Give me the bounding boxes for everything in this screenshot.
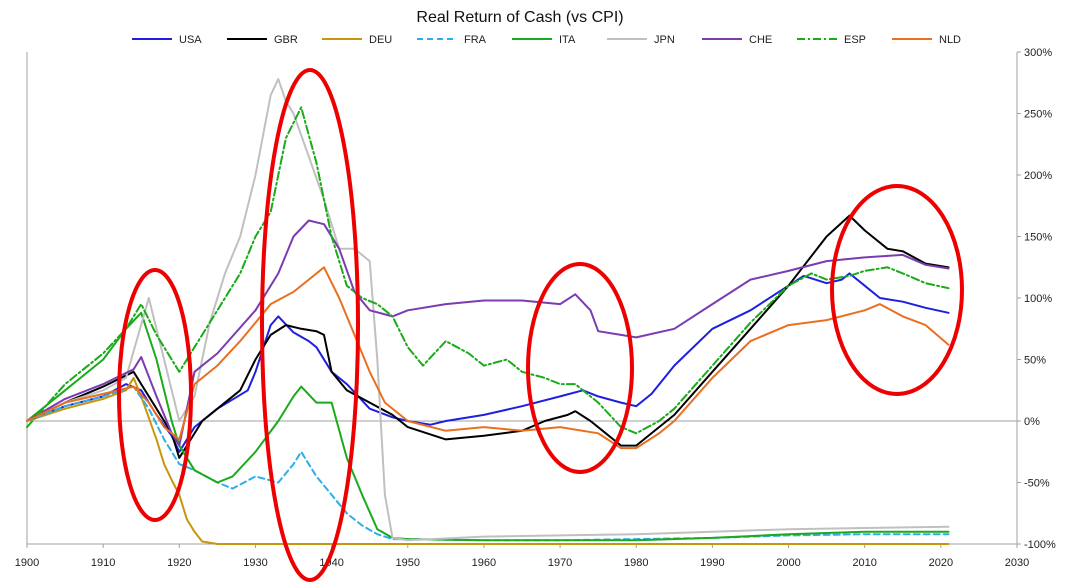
legend: USA GBR DEU FRA ITA JPN CHE ESP NLD bbox=[132, 34, 961, 46]
x-tick-label: 1920 bbox=[167, 557, 191, 569]
highlight-oval-ww2 bbox=[260, 68, 360, 582]
y-tick-label: 50% bbox=[1024, 355, 1046, 367]
chart-title: Real Return of Cash (vs CPI) bbox=[416, 9, 623, 26]
x-tick-label: 1970 bbox=[548, 557, 572, 569]
series-line-jpn bbox=[26, 78, 950, 542]
legend-label-gbr: GBR bbox=[274, 34, 298, 46]
legend-label-deu: DEU bbox=[369, 34, 392, 46]
legend-label-jpn: JPN bbox=[654, 34, 675, 46]
x-tick-label: 1950 bbox=[396, 557, 420, 569]
x-tick-label: 1960 bbox=[472, 557, 496, 569]
series-line-esp bbox=[26, 106, 950, 435]
y-tick-label: -100% bbox=[1024, 539, 1056, 551]
x-tick-label: 1900 bbox=[15, 557, 39, 569]
highlight-oval-ww1 bbox=[117, 268, 193, 522]
y-tick-label: 150% bbox=[1024, 232, 1052, 244]
x-tick-label: 2010 bbox=[852, 557, 876, 569]
x-tick-label: 2030 bbox=[1005, 557, 1029, 569]
x-tick-label: 1990 bbox=[700, 557, 724, 569]
series-line-usa bbox=[26, 272, 950, 453]
y-tick-label: -50% bbox=[1024, 478, 1050, 490]
x-tick-label: 2020 bbox=[929, 557, 953, 569]
x-tick-label: 1930 bbox=[243, 557, 267, 569]
series-layer bbox=[26, 78, 950, 545]
legend-label-esp: ESP bbox=[844, 34, 866, 46]
series-line-ita bbox=[26, 311, 950, 542]
highlight-oval-2010s bbox=[830, 184, 964, 396]
y-tick-label: 0% bbox=[1024, 416, 1040, 428]
legend-label-nld: NLD bbox=[939, 34, 961, 46]
x-tick-label: 2000 bbox=[776, 557, 800, 569]
y-tick-label: 250% bbox=[1024, 109, 1052, 121]
y-tick-label: 200% bbox=[1024, 170, 1052, 182]
legend-label-fra: FRA bbox=[464, 34, 487, 46]
legend-label-usa: USA bbox=[179, 34, 202, 46]
legend-label-che: CHE bbox=[749, 34, 772, 46]
x-tick-label: 1980 bbox=[624, 557, 648, 569]
series-line-nld bbox=[26, 266, 950, 450]
legend-label-ita: ITA bbox=[559, 34, 576, 46]
series-line-deu bbox=[26, 376, 950, 545]
x-tick-label: 1910 bbox=[91, 557, 115, 569]
annotation-layer bbox=[117, 68, 964, 582]
series-line-gbr bbox=[26, 214, 950, 459]
y-tick-label: 300% bbox=[1024, 47, 1052, 59]
highlight-oval-1970s bbox=[526, 262, 634, 474]
y-tick-label: 100% bbox=[1024, 293, 1052, 305]
